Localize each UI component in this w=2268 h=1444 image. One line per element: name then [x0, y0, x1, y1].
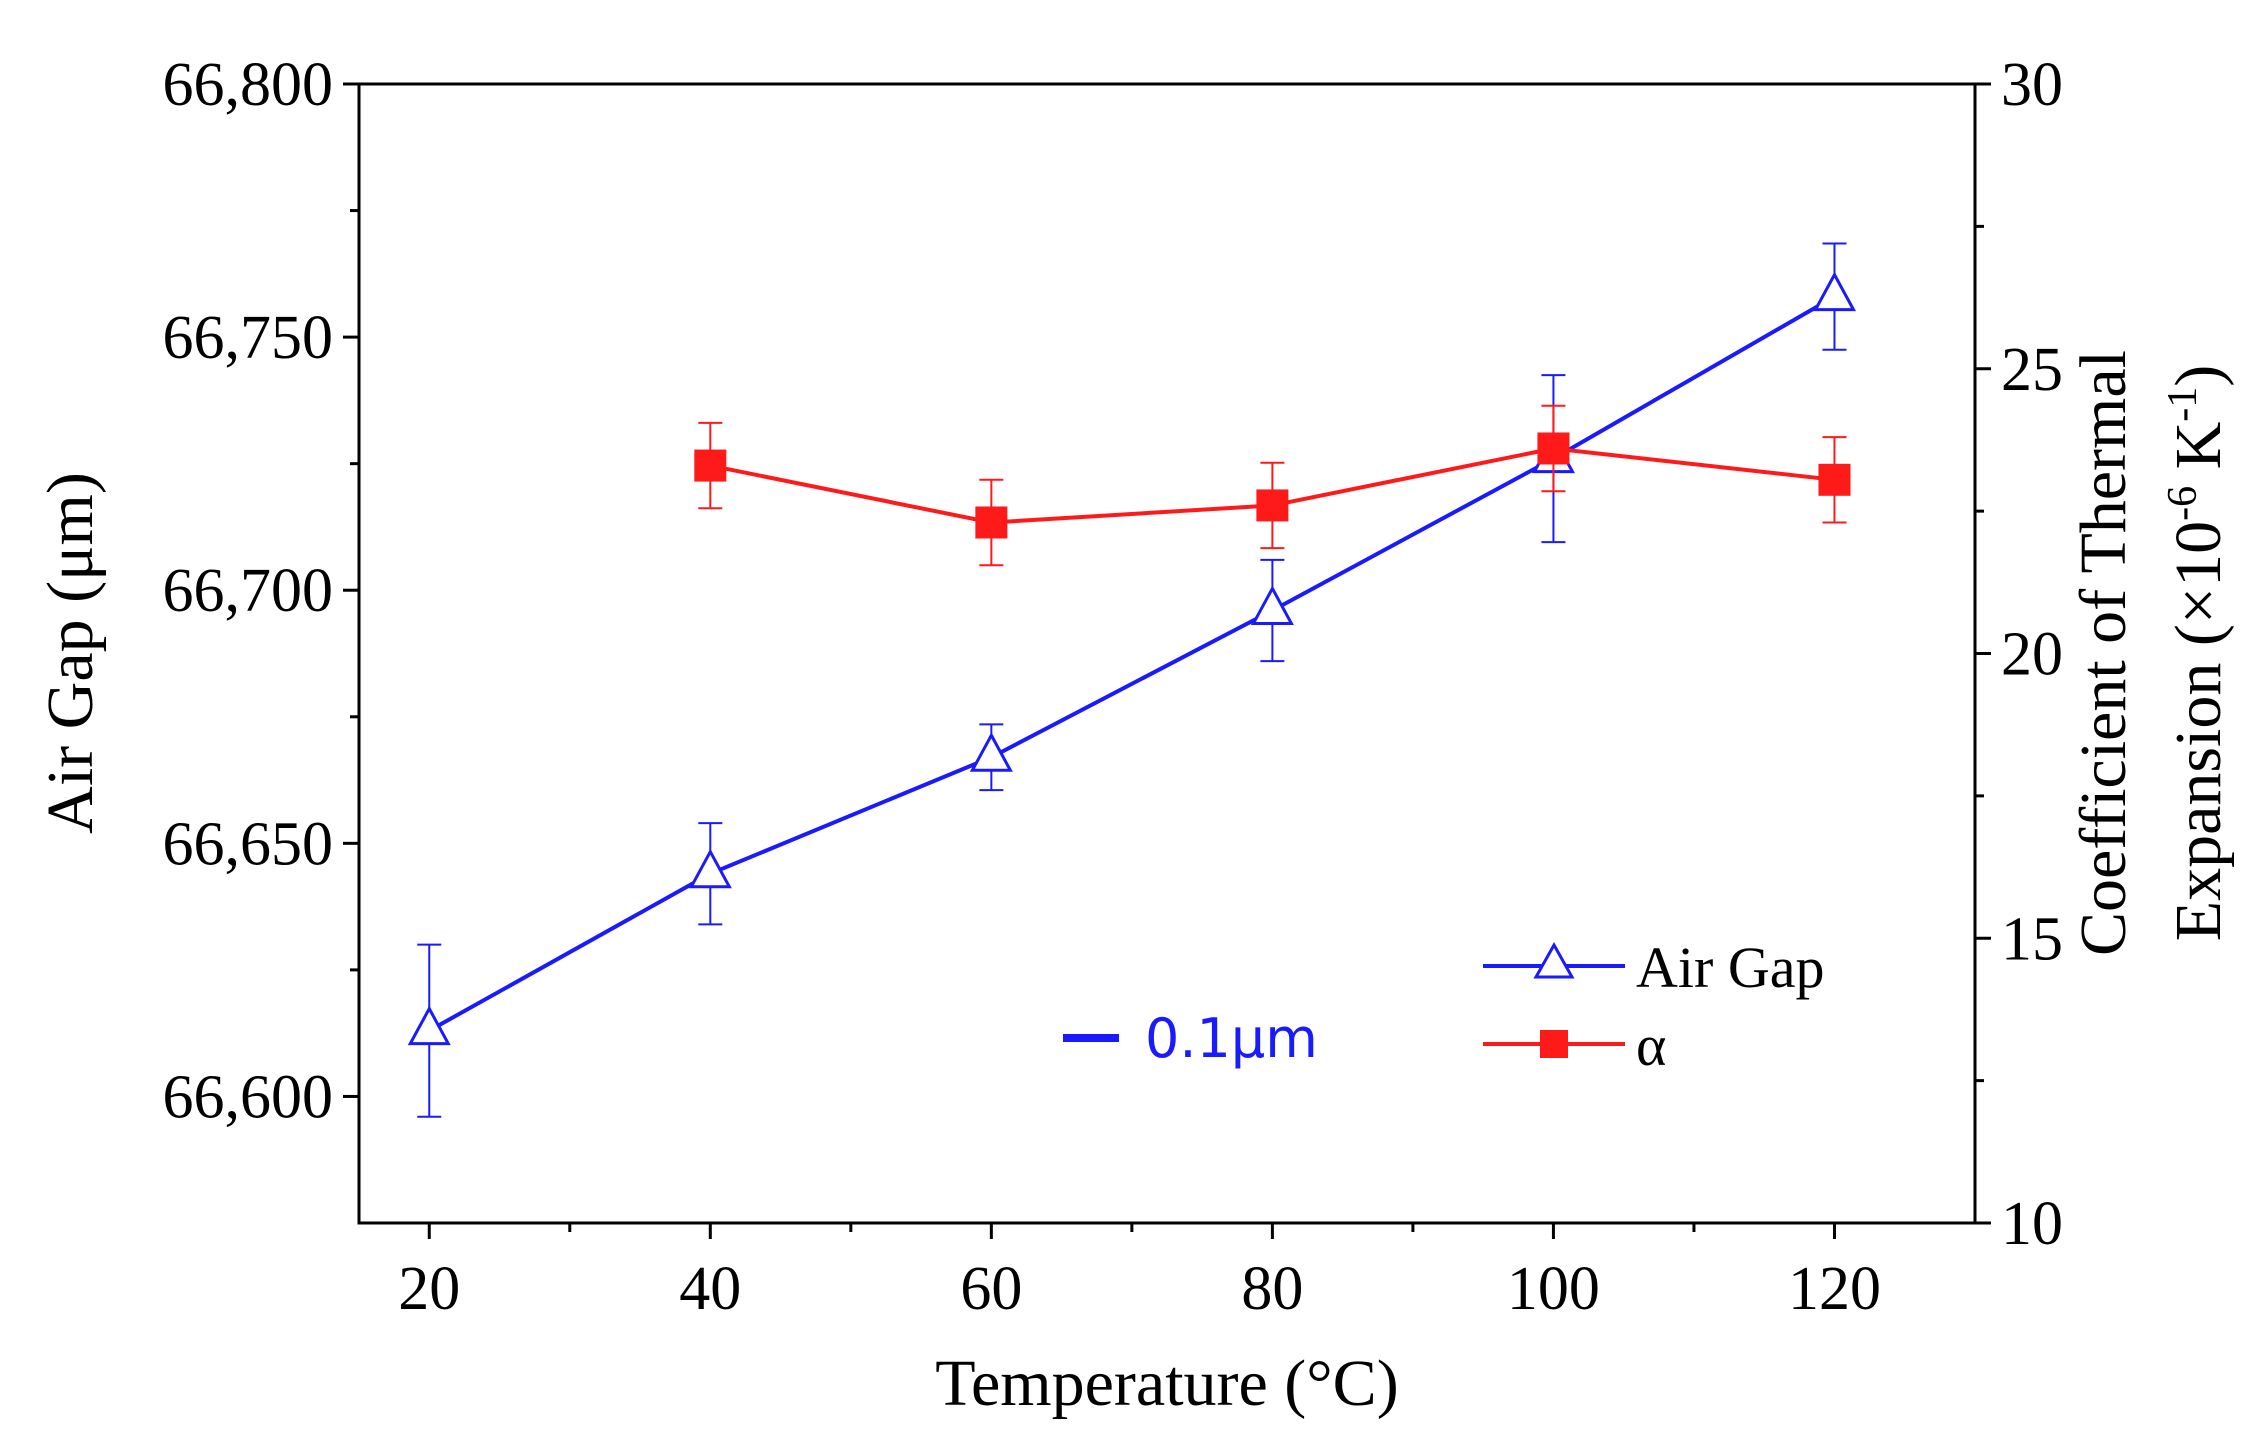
y-right-tick-label: 25	[2001, 336, 2063, 404]
y-axis-right-title-line2: Expansion (×10-6 K-1)	[2160, 365, 2235, 942]
x-tick-label: 20	[398, 1255, 460, 1323]
ticks-group	[343, 82, 1991, 1239]
y-right-tick-label: 10	[2001, 1190, 2063, 1258]
series-air-gap	[407, 242, 1856, 1118]
y-left-tick-label: 66,600	[163, 1063, 334, 1131]
x-tick-label: 60	[960, 1255, 1022, 1323]
y-axis-left-title: Air Gap (μm)	[34, 472, 107, 834]
y-right-title-prefix: Expansion (×10	[2162, 521, 2235, 941]
x-axis-title: Temperature (°C)	[935, 1347, 1398, 1420]
data-point-air-gap	[407, 1005, 451, 1046]
y-left-tick-label: 66,800	[163, 51, 334, 119]
tick-labels-group: 20 40 60 80 100 120 66,600 66,650 66,700 66,750 66…	[163, 51, 2064, 1323]
data-point-air-gap	[1250, 585, 1294, 625]
y-right-tick-label: 20	[2001, 621, 2063, 689]
data-point-air-gap	[969, 732, 1013, 772]
y-right-tick-label: 30	[2001, 51, 2063, 119]
y-right-title-sup2: -1	[2160, 387, 2206, 422]
x-tick-label: 40	[679, 1255, 741, 1323]
x-tick-label: 120	[1788, 1255, 1881, 1323]
data-point-air-gap	[1812, 271, 1856, 312]
y-axis-right-title-line1: Coefficient of Thermal	[2067, 350, 2140, 956]
data-point-alpha	[694, 449, 727, 482]
legend-label-air-gap: Air Gap	[1636, 935, 1824, 1000]
y-right-tick-label: 15	[2001, 905, 2063, 973]
series-group	[407, 242, 1856, 1118]
scale-annotation: 0.1μm	[1063, 1007, 1318, 1070]
x-tick-label: 80	[1241, 1255, 1303, 1323]
y-left-tick-label: 66,650	[163, 810, 334, 878]
scale-bar-label: 0.1μm	[1145, 1007, 1318, 1070]
series-alpha	[694, 404, 1851, 567]
data-point-alpha	[1256, 489, 1289, 522]
y-right-title-suffix: )	[2162, 365, 2235, 387]
x-tick-label: 100	[1507, 1255, 1600, 1323]
y-left-tick-label: 66,700	[163, 557, 334, 625]
legend-marker-alpha-icon	[1540, 1030, 1568, 1058]
data-point-alpha	[1818, 463, 1851, 496]
legend-marker-air-gap-icon	[1533, 941, 1575, 979]
data-point-alpha	[1537, 432, 1570, 465]
data-point-alpha	[975, 506, 1008, 539]
series-line-air-gap	[428, 294, 1836, 1033]
legend: Air Gap α	[1483, 935, 1824, 1078]
data-point-air-gap	[688, 848, 732, 889]
y-right-title-sup1: -6	[2160, 486, 2206, 521]
y-left-tick-label: 66,750	[163, 304, 334, 372]
y-right-title-mid: K	[2162, 422, 2235, 486]
legend-label-alpha: α	[1636, 1013, 1666, 1078]
